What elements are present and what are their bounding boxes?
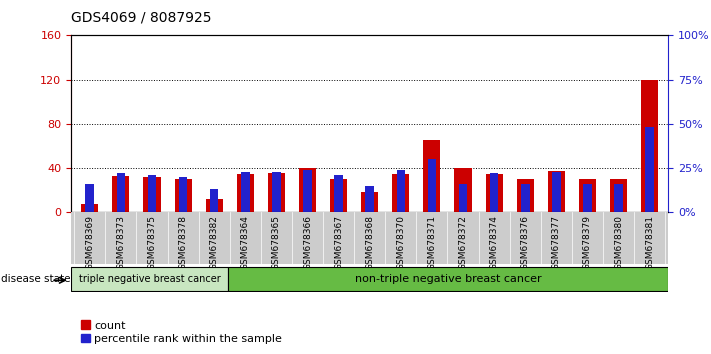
- Bar: [299, 168, 316, 212]
- Text: GSM678365: GSM678365: [272, 215, 281, 270]
- Text: non-triple negative breast cancer: non-triple negative breast cancer: [355, 274, 542, 284]
- Bar: [614, 184, 623, 212]
- Text: GSM678367: GSM678367: [334, 215, 343, 270]
- Text: GSM678380: GSM678380: [614, 215, 623, 270]
- Text: GSM678382: GSM678382: [210, 215, 219, 270]
- Bar: [521, 184, 530, 212]
- Text: GSM678366: GSM678366: [303, 215, 312, 270]
- Bar: [646, 127, 654, 212]
- Bar: [547, 171, 565, 212]
- Text: GSM678378: GSM678378: [178, 215, 188, 270]
- Text: GSM678379: GSM678379: [583, 215, 592, 270]
- Bar: [241, 172, 250, 212]
- Text: GSM678368: GSM678368: [365, 215, 374, 270]
- Text: GSM678369: GSM678369: [85, 215, 95, 270]
- Bar: [361, 193, 378, 212]
- Bar: [330, 179, 347, 212]
- Bar: [205, 199, 223, 212]
- Bar: [237, 174, 254, 212]
- Bar: [210, 189, 218, 212]
- Bar: [397, 170, 405, 212]
- Bar: [174, 179, 192, 212]
- Text: GSM678372: GSM678372: [459, 215, 468, 270]
- Text: GSM678370: GSM678370: [396, 215, 405, 270]
- Bar: [272, 172, 281, 212]
- FancyBboxPatch shape: [228, 267, 668, 291]
- Legend: count, percentile rank within the sample: count, percentile rank within the sample: [77, 316, 287, 348]
- Bar: [552, 172, 561, 212]
- Bar: [85, 184, 94, 212]
- Bar: [268, 172, 285, 212]
- Text: disease state: disease state: [1, 274, 71, 284]
- Bar: [579, 179, 596, 212]
- Bar: [427, 159, 437, 212]
- Bar: [81, 204, 98, 212]
- Bar: [392, 174, 410, 212]
- Bar: [365, 186, 374, 212]
- Bar: [144, 177, 161, 212]
- Bar: [459, 184, 467, 212]
- Bar: [148, 175, 156, 212]
- Text: triple negative breast cancer: triple negative breast cancer: [79, 274, 220, 284]
- Bar: [641, 80, 658, 212]
- Bar: [610, 179, 627, 212]
- Bar: [583, 184, 592, 212]
- Bar: [117, 173, 125, 212]
- Bar: [423, 141, 441, 212]
- Text: GSM678377: GSM678377: [552, 215, 561, 270]
- Text: GDS4069 / 8087925: GDS4069 / 8087925: [71, 11, 212, 25]
- Bar: [334, 175, 343, 212]
- Text: GSM678364: GSM678364: [241, 215, 250, 270]
- Bar: [178, 177, 188, 212]
- Bar: [490, 173, 498, 212]
- Text: GSM678371: GSM678371: [427, 215, 437, 270]
- Text: GSM678373: GSM678373: [117, 215, 125, 270]
- Text: GSM678381: GSM678381: [645, 215, 654, 270]
- Bar: [112, 176, 129, 212]
- Bar: [454, 168, 471, 212]
- FancyBboxPatch shape: [71, 267, 228, 291]
- Bar: [303, 170, 312, 212]
- Bar: [517, 179, 534, 212]
- Text: GSM678374: GSM678374: [490, 215, 498, 270]
- Text: GSM678375: GSM678375: [147, 215, 156, 270]
- Text: GSM678376: GSM678376: [520, 215, 530, 270]
- Bar: [486, 174, 503, 212]
